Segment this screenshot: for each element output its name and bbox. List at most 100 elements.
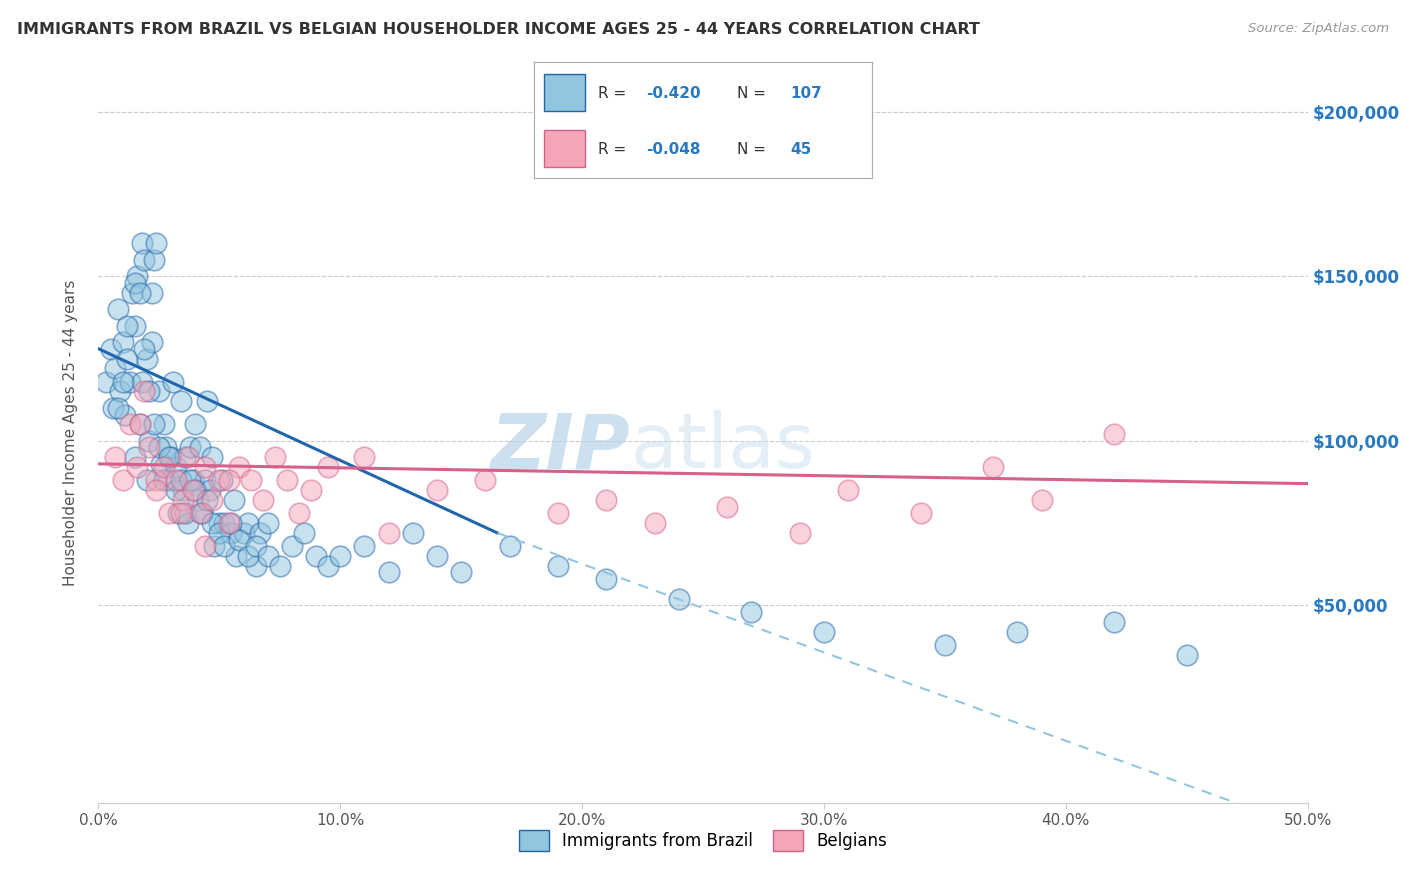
- Point: [252, 493, 274, 508]
- Point: [117, 318, 139, 333]
- Point: [256, 549, 278, 563]
- Point: [1031, 493, 1053, 508]
- Point: [101, 401, 124, 415]
- Point: [138, 434, 160, 448]
- FancyBboxPatch shape: [544, 129, 585, 167]
- Point: [134, 342, 156, 356]
- Point: [138, 384, 160, 399]
- Point: [740, 605, 762, 619]
- Point: [124, 276, 146, 290]
- Point: [238, 549, 260, 563]
- Point: [128, 285, 150, 300]
- Point: [107, 302, 129, 317]
- Point: [167, 506, 190, 520]
- Text: R =: R =: [599, 87, 631, 102]
- Point: [165, 473, 187, 487]
- Point: [94, 375, 117, 389]
- Point: [329, 549, 352, 563]
- Point: [212, 516, 235, 530]
- Point: [299, 483, 322, 498]
- Point: [353, 450, 375, 465]
- Point: [232, 526, 254, 541]
- Point: [195, 493, 218, 508]
- Point: [595, 572, 617, 586]
- Text: 107: 107: [790, 87, 823, 102]
- Point: [238, 516, 260, 530]
- Point: [194, 460, 217, 475]
- Text: IMMIGRANTS FROM BRAZIL VS BELGIAN HOUSEHOLDER INCOME AGES 25 - 44 YEARS CORRELAT: IMMIGRANTS FROM BRAZIL VS BELGIAN HOUSEH…: [17, 22, 980, 37]
- Point: [117, 351, 139, 366]
- Point: [813, 624, 835, 639]
- Point: [1102, 615, 1125, 629]
- Point: [177, 450, 200, 465]
- Point: [188, 441, 211, 455]
- Point: [143, 417, 166, 432]
- Point: [292, 526, 315, 541]
- Point: [165, 483, 187, 498]
- Point: [208, 526, 231, 541]
- Point: [547, 558, 569, 573]
- Point: [276, 473, 298, 487]
- Point: [245, 558, 267, 573]
- Point: [118, 417, 141, 432]
- Point: [218, 516, 240, 530]
- Point: [547, 506, 569, 520]
- Point: [111, 335, 134, 350]
- Point: [174, 450, 197, 465]
- Point: [201, 493, 224, 508]
- Point: [174, 506, 197, 520]
- Point: [157, 506, 180, 520]
- Point: [191, 506, 214, 520]
- Point: [107, 401, 129, 415]
- Point: [716, 500, 738, 514]
- Point: [118, 375, 141, 389]
- Point: [141, 335, 163, 350]
- Point: [124, 450, 146, 465]
- Point: [187, 493, 209, 508]
- Point: [188, 506, 211, 520]
- Point: [169, 473, 191, 487]
- Point: [162, 375, 184, 389]
- Point: [111, 473, 134, 487]
- FancyBboxPatch shape: [544, 74, 585, 112]
- Point: [644, 516, 666, 530]
- Point: [152, 460, 174, 475]
- Point: [837, 483, 859, 498]
- Point: [181, 473, 204, 487]
- Point: [910, 506, 932, 520]
- Point: [198, 483, 221, 498]
- Point: [179, 473, 201, 487]
- Point: [152, 473, 174, 487]
- Point: [498, 539, 520, 553]
- Point: [138, 441, 160, 455]
- Point: [208, 473, 231, 487]
- Point: [221, 526, 243, 541]
- Point: [181, 483, 204, 498]
- Point: [152, 417, 174, 432]
- Point: [264, 450, 287, 465]
- Point: [353, 539, 375, 553]
- Point: [134, 384, 156, 399]
- Point: [474, 473, 496, 487]
- Point: [221, 516, 243, 530]
- Point: [239, 473, 262, 487]
- Point: [204, 539, 226, 553]
- Point: [104, 361, 127, 376]
- Point: [191, 506, 214, 520]
- Y-axis label: Householder Income Ages 25 - 44 years: Householder Income Ages 25 - 44 years: [63, 279, 77, 586]
- Point: [160, 450, 183, 465]
- Point: [148, 441, 170, 455]
- Point: [450, 566, 472, 580]
- Point: [145, 473, 167, 487]
- Point: [134, 252, 156, 267]
- Point: [124, 318, 146, 333]
- Point: [157, 450, 180, 465]
- Point: [195, 394, 218, 409]
- Point: [165, 460, 187, 475]
- Point: [212, 539, 235, 553]
- Point: [222, 493, 245, 508]
- Point: [184, 483, 207, 498]
- Point: [114, 408, 136, 422]
- Point: [377, 566, 399, 580]
- Point: [228, 460, 250, 475]
